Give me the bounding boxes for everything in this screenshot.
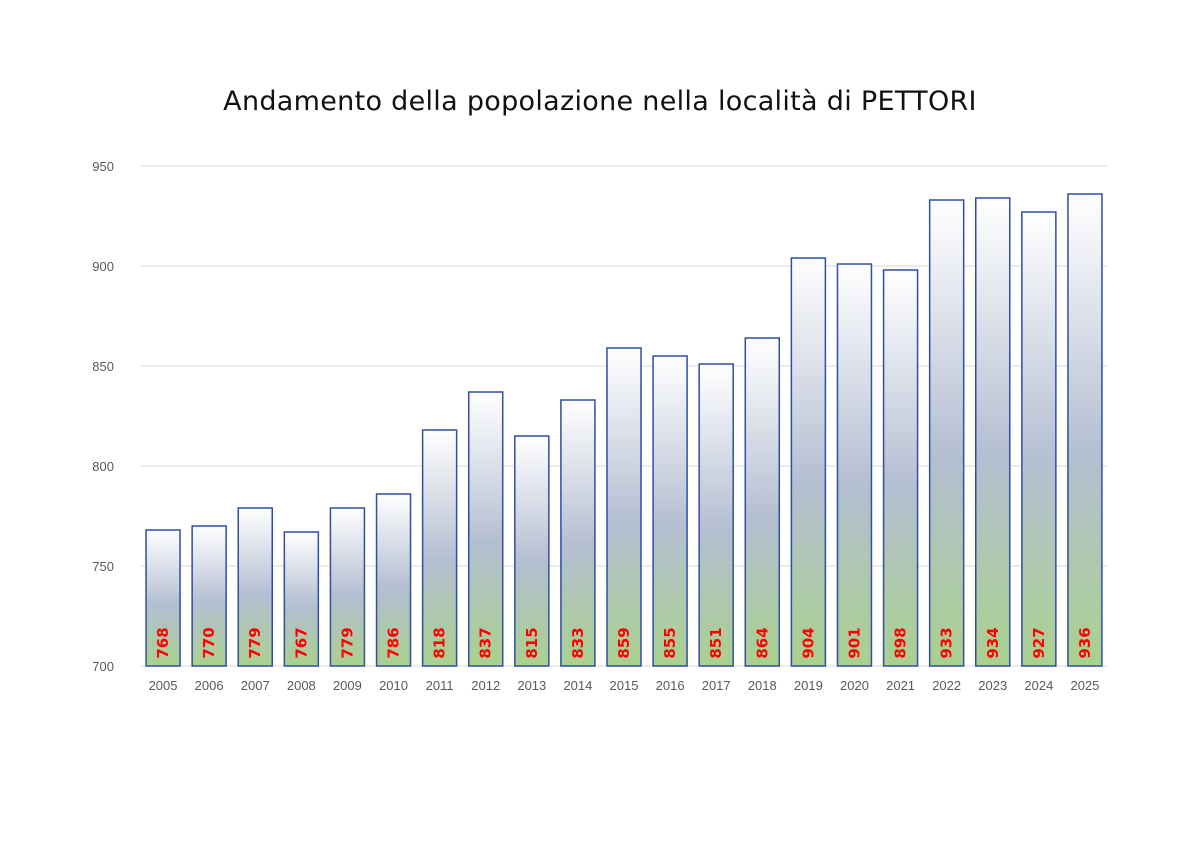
bar-2013: [514, 435, 550, 667]
data-label-2021: 898: [892, 627, 910, 658]
data-label-2008: 767: [292, 627, 310, 658]
y-tick-label: 850: [92, 359, 114, 374]
data-label-2024: 927: [1030, 627, 1048, 658]
data-label-2015: 859: [615, 627, 633, 658]
x-tick-label: 2011: [426, 678, 454, 693]
data-label-2010: 786: [385, 627, 403, 658]
data-label-2009: 779: [338, 627, 356, 658]
x-axis-ticks: 2005 2006 2007 2008 2009 2010 2011 2012 2013 2014…: [149, 678, 1100, 693]
x-tick-label: 2016: [656, 678, 685, 693]
x-tick-label: 2015: [610, 678, 639, 693]
data-label-2017: 851: [707, 627, 725, 658]
x-tick-label: 2024: [1024, 678, 1053, 693]
x-tick-label: 2008: [287, 678, 316, 693]
y-tick-label: 700: [92, 659, 114, 674]
bar-2015: [606, 347, 642, 667]
y-tick-label: 800: [92, 459, 114, 474]
bar-2019: [790, 257, 827, 667]
data-label-2018: 864: [753, 627, 771, 658]
bar-2011: [421, 429, 458, 667]
data-label-2014: 833: [569, 627, 587, 658]
y-tick-label: 750: [92, 559, 114, 574]
bar-2014: [560, 399, 596, 667]
data-label-2012: 837: [477, 627, 495, 658]
data-label-2023: 934: [984, 627, 1002, 658]
x-tick-label: 2005: [149, 678, 178, 693]
x-tick-label: 2025: [1070, 678, 1099, 693]
data-label-2007: 779: [246, 627, 264, 658]
x-tick-label: 2012: [471, 678, 500, 693]
bar-2008: [283, 531, 320, 667]
bars: [145, 193, 1103, 667]
data-labels: 768 770 779 767 779 786 818 837 815 833 859 855 851 8…: [154, 627, 1094, 658]
data-label-2011: 818: [431, 627, 449, 658]
bar-2023: [975, 197, 1011, 667]
data-label-2006: 770: [200, 627, 218, 658]
x-tick-label: 2021: [886, 678, 915, 693]
bar-2012: [467, 391, 504, 667]
x-tick-label: 2017: [702, 678, 731, 693]
y-axis-ticks: 700 750 800 850 900 950: [92, 159, 114, 674]
x-tick-label: 2019: [794, 678, 823, 693]
bar-2025: [1067, 193, 1103, 667]
bar-2006: [191, 525, 227, 667]
x-tick-label: 2007: [241, 678, 270, 693]
x-tick-label: 2020: [840, 678, 869, 693]
x-tick-label: 2014: [563, 678, 592, 693]
bar-2010: [375, 493, 412, 667]
data-label-2025: 936: [1076, 627, 1094, 658]
data-label-2005: 768: [154, 627, 172, 658]
x-tick-label: 2023: [978, 678, 1007, 693]
bar-2009: [329, 507, 366, 667]
bar-2018: [744, 337, 781, 667]
bar-2020: [836, 263, 873, 667]
x-tick-label: 2022: [932, 678, 961, 693]
data-label-2019: 904: [799, 627, 817, 658]
x-tick-label: 2018: [748, 678, 777, 693]
chart-title: Andamento della popolazione nella locali…: [223, 86, 977, 117]
data-label-2020: 901: [845, 627, 863, 658]
bar-2017: [698, 363, 734, 667]
x-tick-label: 2013: [517, 678, 546, 693]
x-tick-label: 2010: [379, 678, 408, 693]
x-tick-label: 2006: [195, 678, 224, 693]
y-tick-label: 950: [92, 159, 114, 174]
bar-2022: [928, 199, 965, 667]
data-label-2022: 933: [938, 627, 956, 658]
data-label-2016: 855: [661, 627, 679, 658]
bar-2007: [237, 507, 273, 667]
bar-2021: [882, 269, 919, 667]
bar-2016: [652, 355, 688, 667]
data-label-2013: 815: [523, 627, 541, 658]
bar-2005: [145, 529, 181, 667]
x-tick-label: 2009: [333, 678, 362, 693]
y-tick-label: 900: [92, 259, 114, 274]
bar-2024: [1021, 211, 1057, 667]
